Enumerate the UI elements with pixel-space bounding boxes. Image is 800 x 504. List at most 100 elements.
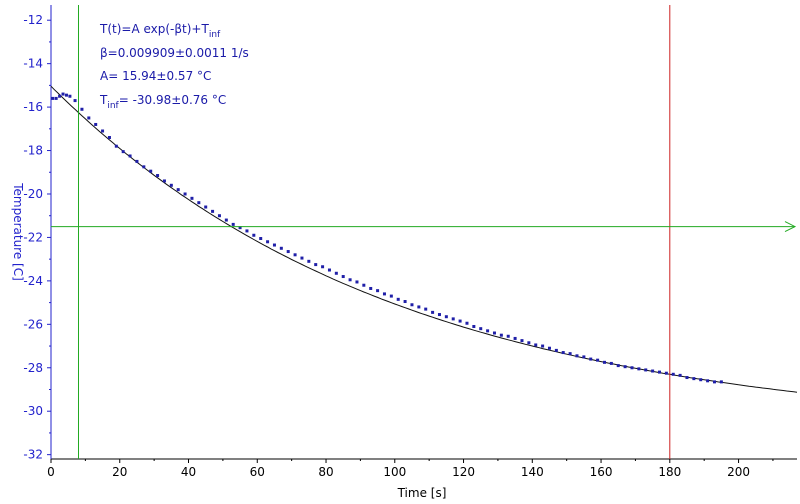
y-tick-label: -28 bbox=[23, 361, 43, 375]
cursors[interactable] bbox=[51, 5, 797, 459]
data-point bbox=[479, 327, 483, 331]
data-point bbox=[245, 229, 249, 233]
fit-tinf-sub: inf bbox=[107, 101, 119, 111]
data-point bbox=[382, 292, 386, 296]
data-point bbox=[121, 150, 125, 154]
data-point bbox=[300, 256, 304, 260]
x-tick-label: 160 bbox=[590, 465, 613, 479]
data-point bbox=[444, 315, 448, 319]
data-point bbox=[217, 214, 221, 218]
x-tick-label: 20 bbox=[112, 465, 127, 479]
data-point bbox=[307, 259, 311, 263]
data-point bbox=[224, 218, 228, 222]
data-point bbox=[369, 286, 373, 290]
fit-formula-main: T(t)=A exp(-βt)+T bbox=[99, 22, 209, 36]
data-point bbox=[403, 300, 407, 304]
data-point bbox=[589, 357, 593, 361]
data-point bbox=[293, 253, 297, 257]
data-point bbox=[183, 192, 187, 196]
y-tick-label: -26 bbox=[23, 317, 43, 331]
x-tick-label: 0 bbox=[47, 465, 55, 479]
data-point bbox=[547, 346, 551, 350]
data-point bbox=[51, 96, 55, 100]
data-point bbox=[128, 154, 132, 158]
data-point bbox=[644, 368, 648, 372]
fit-curve-line bbox=[50, 85, 798, 393]
data-point bbox=[135, 159, 139, 163]
data-point bbox=[190, 196, 194, 200]
y-axis-ticks: -12 -14 -16 -18 -20 -22 -24 -26 -28 -30 -32 bbox=[23, 13, 51, 462]
data-point bbox=[486, 329, 490, 333]
y-tick-label: -30 bbox=[23, 404, 43, 418]
data-point bbox=[499, 333, 503, 337]
data-point bbox=[602, 360, 606, 364]
data-point bbox=[114, 144, 118, 148]
data-point bbox=[616, 364, 620, 368]
data-points bbox=[51, 92, 723, 384]
data-point bbox=[348, 278, 352, 282]
data-point bbox=[596, 358, 600, 362]
x-tick-label: 180 bbox=[658, 465, 681, 479]
data-point bbox=[176, 188, 180, 192]
data-point bbox=[327, 268, 331, 272]
data-point bbox=[712, 380, 716, 384]
data-point bbox=[506, 334, 510, 338]
data-point bbox=[376, 289, 380, 293]
data-point bbox=[568, 352, 572, 356]
data-point bbox=[472, 324, 476, 328]
data-point bbox=[678, 373, 682, 377]
data-point bbox=[259, 237, 263, 241]
data-point bbox=[657, 370, 661, 374]
fit-tinf-main: T bbox=[99, 93, 108, 107]
axes bbox=[50, 5, 797, 460]
data-point bbox=[362, 283, 366, 287]
data-point bbox=[651, 369, 655, 373]
data-point bbox=[410, 303, 414, 307]
y-tick-label: -16 bbox=[23, 100, 43, 114]
data-point bbox=[513, 336, 517, 340]
data-point bbox=[685, 376, 689, 380]
data-point bbox=[534, 343, 538, 347]
data-point bbox=[321, 265, 325, 269]
data-point bbox=[630, 366, 634, 370]
data-point bbox=[149, 169, 153, 173]
data-point bbox=[61, 92, 65, 96]
data-point bbox=[107, 136, 111, 140]
x-tick-label: 60 bbox=[250, 465, 265, 479]
fit-formula-sub: inf bbox=[209, 30, 221, 40]
data-point bbox=[341, 275, 345, 279]
data-point bbox=[64, 93, 68, 97]
horizontal-cursor-arrow-icon bbox=[784, 221, 797, 233]
data-point bbox=[73, 99, 77, 103]
y-tick-label: -12 bbox=[23, 13, 43, 27]
data-point bbox=[431, 310, 435, 314]
y-tick-label: -32 bbox=[23, 448, 43, 462]
y-tick-label: -18 bbox=[23, 144, 43, 158]
data-point bbox=[520, 339, 524, 343]
data-point bbox=[575, 354, 579, 358]
data-point bbox=[458, 319, 462, 323]
data-point bbox=[279, 246, 283, 250]
data-point bbox=[68, 94, 72, 98]
data-point bbox=[211, 209, 215, 213]
y-axis-title: Temperature [C] bbox=[11, 182, 25, 281]
x-tick-label: 40 bbox=[181, 465, 196, 479]
y-tick-label: -22 bbox=[23, 230, 43, 244]
data-point bbox=[699, 378, 703, 382]
data-point bbox=[554, 348, 558, 352]
data-point bbox=[80, 107, 84, 111]
data-point bbox=[238, 226, 242, 230]
data-point bbox=[692, 377, 696, 381]
data-point bbox=[671, 372, 675, 376]
y-tick-label: -24 bbox=[23, 274, 43, 288]
x-tick-label: 100 bbox=[383, 465, 406, 479]
data-point bbox=[156, 174, 160, 178]
data-point bbox=[142, 165, 146, 169]
data-point bbox=[527, 341, 531, 345]
data-point bbox=[197, 201, 201, 205]
x-tick-label: 80 bbox=[318, 465, 333, 479]
data-point bbox=[637, 367, 641, 371]
data-point bbox=[582, 355, 586, 359]
x-axis-title: Time [s] bbox=[397, 486, 447, 500]
data-point bbox=[87, 116, 91, 120]
